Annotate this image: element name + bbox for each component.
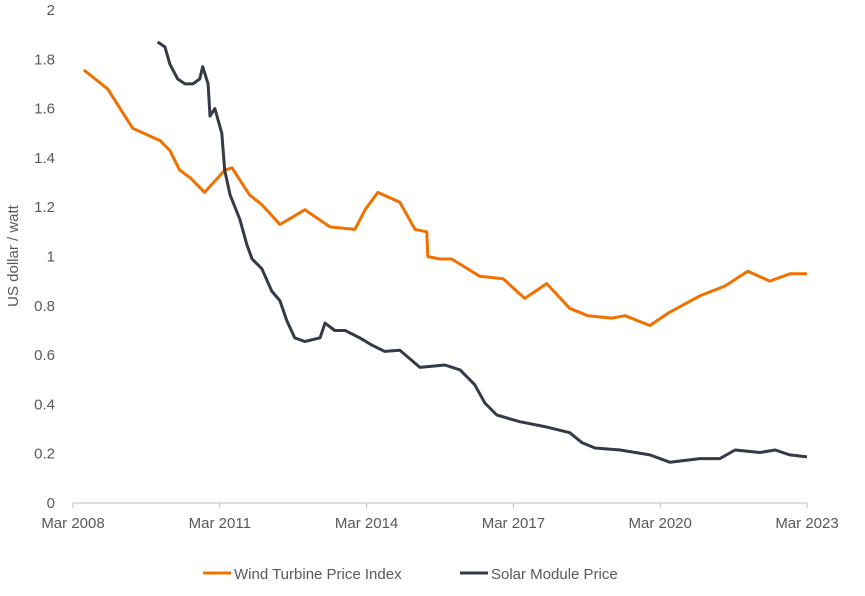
y-tick-label: 0.4 bbox=[34, 396, 55, 413]
legend-item: Solar Module Price bbox=[460, 566, 618, 583]
legend-item: Wind Turbine Price Index bbox=[203, 566, 402, 583]
y-tick-label: 1.6 bbox=[34, 101, 55, 118]
y-tick-label: 1.8 bbox=[34, 51, 55, 68]
y-tick-label: 1.4 bbox=[34, 150, 55, 167]
y-tick-label: 1.2 bbox=[34, 199, 55, 216]
y-tick-label: 0.6 bbox=[34, 347, 55, 364]
x-tick-label: Mar 2008 bbox=[41, 515, 104, 532]
x-tick-label: Mar 2023 bbox=[775, 515, 838, 532]
y-tick-label: 1 bbox=[47, 249, 55, 266]
y-axis-label: US dollar / watt bbox=[5, 204, 22, 307]
y-tick-label: 2 bbox=[47, 2, 55, 19]
series-line-wind bbox=[82, 68, 807, 327]
x-tick-label: Mar 2014 bbox=[335, 515, 398, 532]
legend-label: Wind Turbine Price Index bbox=[234, 566, 402, 583]
y-tick-label: 0.2 bbox=[34, 446, 55, 463]
x-tick-label: Mar 2017 bbox=[482, 515, 545, 532]
y-tick-label: 0 bbox=[47, 495, 55, 512]
y-tick-label: 0.8 bbox=[34, 298, 55, 315]
x-tick-label: Mar 2020 bbox=[629, 515, 692, 532]
legend-label: Solar Module Price bbox=[491, 566, 618, 583]
series-line-solar bbox=[156, 40, 808, 464]
x-tick-label: Mar 2011 bbox=[189, 515, 251, 532]
